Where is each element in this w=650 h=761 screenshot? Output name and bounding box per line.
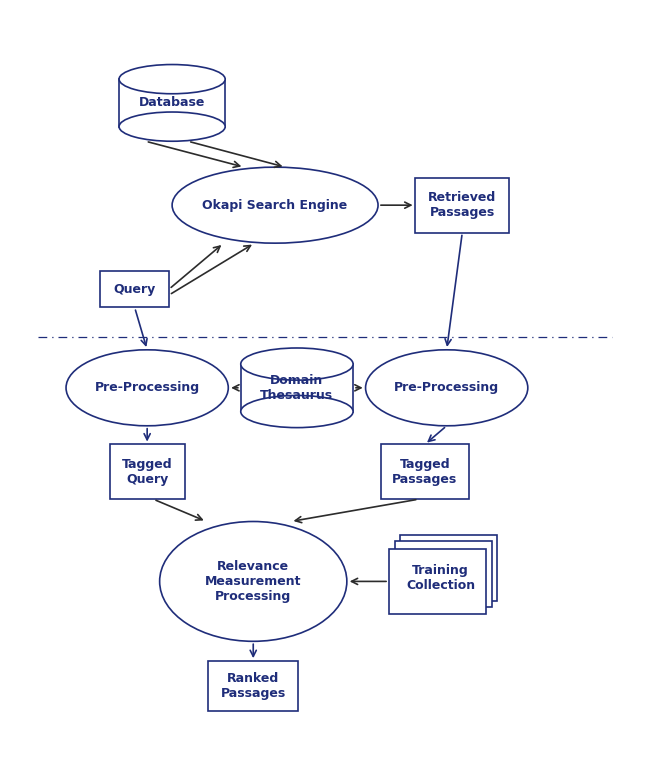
Bar xyxy=(208,661,298,711)
Text: Ranked
Passages: Ranked Passages xyxy=(220,672,286,700)
Text: Query: Query xyxy=(114,282,156,296)
Text: Domain
Thesaurus: Domain Thesaurus xyxy=(261,374,333,402)
Text: Training
Collection: Training Collection xyxy=(406,564,475,592)
Text: Retrieved
Passages: Retrieved Passages xyxy=(428,191,497,219)
Text: Pre-Processing: Pre-Processing xyxy=(95,381,200,394)
Bar xyxy=(400,536,497,601)
Ellipse shape xyxy=(160,521,347,642)
Bar xyxy=(389,549,486,614)
Ellipse shape xyxy=(240,348,353,380)
Bar xyxy=(110,444,185,499)
Ellipse shape xyxy=(119,65,225,94)
Bar xyxy=(100,271,169,307)
Text: Okapi Search Engine: Okapi Search Engine xyxy=(202,199,348,212)
Text: Relevance
Measurement
Processing: Relevance Measurement Processing xyxy=(205,560,302,603)
Ellipse shape xyxy=(365,350,528,426)
Bar xyxy=(395,541,492,607)
Bar xyxy=(381,444,469,499)
Bar xyxy=(415,178,509,233)
Text: Database: Database xyxy=(139,97,205,110)
Text: Pre-Processing: Pre-Processing xyxy=(394,381,499,394)
Ellipse shape xyxy=(240,396,353,428)
Bar xyxy=(240,364,353,412)
Text: Tagged
Query: Tagged Query xyxy=(122,458,172,486)
Ellipse shape xyxy=(66,350,228,426)
Ellipse shape xyxy=(119,112,225,142)
Text: Tagged
Passages: Tagged Passages xyxy=(392,458,458,486)
Ellipse shape xyxy=(172,167,378,244)
Bar xyxy=(119,79,225,126)
